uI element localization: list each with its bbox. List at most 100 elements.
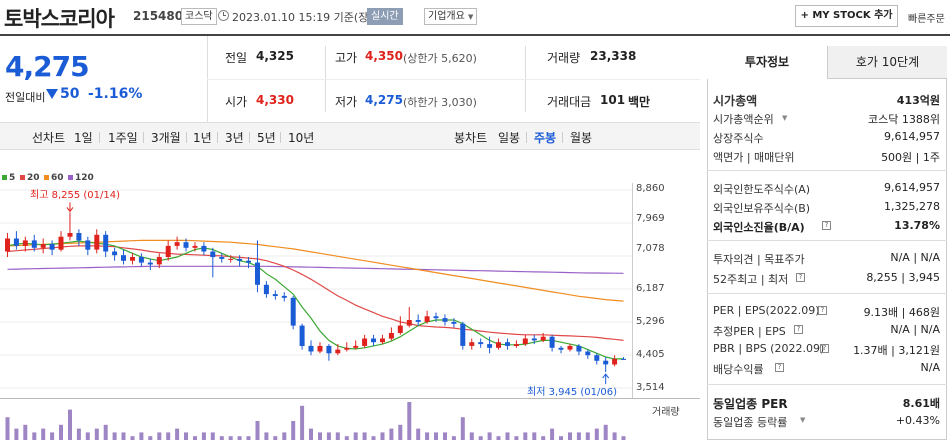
cap-rank-value: 코스닥 1388위 — [868, 113, 940, 126]
volume-bar — [121, 432, 126, 440]
help-icon[interactable]: ? — [818, 306, 827, 315]
candle-body — [94, 234, 100, 250]
candle-body — [469, 342, 475, 346]
candle-body — [317, 345, 323, 352]
candle-body — [219, 257, 225, 259]
y-tick-label: 7,078 — [636, 243, 665, 254]
candle-body — [156, 257, 162, 265]
candle-weekly[interactable]: 주봉 — [534, 131, 557, 145]
ma5-legend-swatch — [2, 175, 7, 180]
candle-body — [335, 349, 341, 354]
y-tick-label: 6,187 — [636, 283, 665, 294]
period-1w[interactable]: 1주일 — [108, 131, 138, 145]
period-5y[interactable]: 5년 — [257, 131, 276, 145]
period-3m[interactable]: 3개월 — [151, 131, 181, 145]
chart-toolbar — [0, 122, 700, 150]
volume-bar — [219, 436, 224, 440]
volume-bar — [184, 432, 188, 440]
current-price: 4,275 — [5, 50, 90, 83]
volume-bar — [228, 436, 233, 440]
candle-body — [326, 345, 332, 354]
chevron-down-icon: ▼ — [800, 416, 806, 424]
change-percent: -1.16% — [88, 86, 143, 102]
volume-bar — [148, 436, 153, 440]
period-1d[interactable]: 1일 — [74, 131, 93, 145]
volume-bar — [193, 436, 197, 440]
help-icon[interactable]: ? — [822, 221, 831, 230]
candle-body — [371, 338, 376, 343]
candle-body — [58, 236, 64, 250]
foreign-ratio-value: 13.78% — [894, 219, 940, 232]
help-icon[interactable]: ? — [796, 273, 805, 282]
volume-bar — [559, 436, 563, 440]
est-per-label: 추정PER | EPS — [713, 325, 786, 338]
candle-body — [130, 257, 135, 261]
ma60-legend-label: 60 — [51, 173, 64, 183]
candle-body — [246, 260, 251, 263]
toolbar-separator — [186, 132, 187, 143]
add-mystock-button[interactable]: + MY STOCK 추가 — [795, 5, 898, 27]
candle-body — [612, 358, 618, 365]
candle-monthly[interactable]: 월봉 — [570, 131, 593, 145]
open-label: 시가 — [225, 95, 248, 109]
candle-body — [460, 323, 466, 346]
panel-divider — [707, 293, 947, 294]
period-10y[interactable]: 10년 — [288, 131, 315, 145]
candle-body — [513, 344, 519, 346]
candle-daily[interactable]: 일봉 — [498, 131, 521, 145]
period-3y[interactable]: 3년 — [225, 131, 244, 145]
change-label: 전일대비 — [5, 91, 46, 104]
industry-per-label: 동일업종 PER — [713, 397, 788, 411]
volume-label: 거래량 — [547, 51, 581, 65]
down-arrow-icon — [46, 89, 58, 99]
volume-bar — [5, 417, 10, 440]
tab-order-book[interactable]: 호가 10단계 — [827, 46, 947, 79]
candle-body — [237, 258, 243, 261]
candle-body — [442, 318, 448, 322]
help-icon[interactable]: ? — [820, 344, 829, 353]
candle-body — [415, 320, 421, 322]
industry-rate-label: 동일업종 등락률 — [713, 416, 788, 429]
amount-label: 거래대금 — [547, 95, 592, 109]
volume-bar — [353, 432, 358, 440]
volume-bar — [550, 428, 555, 440]
volume-bar — [523, 432, 528, 440]
shares-value: 9,614,957 — [884, 130, 940, 143]
price-chart[interactable] — [0, 183, 640, 440]
volume-bar — [407, 402, 412, 440]
opinion-value: N/A | N/A — [890, 251, 940, 264]
toolbar-separator — [562, 132, 563, 143]
candle-body — [380, 338, 385, 343]
help-icon[interactable]: ? — [794, 325, 803, 334]
candle-body — [201, 245, 207, 252]
volume-bar — [469, 432, 474, 440]
company-overview-label: 기업개요 — [428, 11, 465, 22]
candle-body — [424, 316, 430, 322]
volume-bar — [514, 436, 519, 440]
candle-body — [531, 338, 537, 341]
period-1y[interactable]: 1년 — [193, 131, 212, 145]
volume-bar — [166, 432, 171, 440]
chevron-down-icon: ▼ — [782, 114, 788, 122]
market-tag: 코스닥 — [181, 8, 217, 25]
foreign-hold-value: 1,325,278 — [884, 200, 940, 213]
ma20-line — [7, 245, 624, 341]
candle-body — [138, 257, 144, 263]
volume-bar — [130, 436, 135, 440]
help-icon[interactable]: ? — [775, 363, 784, 372]
candle-body — [121, 255, 126, 261]
quick-order-link[interactable]: 빠른주문 — [908, 14, 945, 25]
realtime-badge[interactable]: 실시간 — [367, 8, 403, 25]
candle-body — [255, 262, 260, 285]
toolbar-separator — [99, 132, 100, 143]
candle-body — [558, 347, 564, 350]
volume-bar — [157, 432, 162, 440]
candle-body — [49, 244, 55, 250]
candle-body — [290, 297, 296, 326]
tab-investment-info[interactable]: 투자정보 — [707, 46, 827, 79]
company-overview-button[interactable]: 기업개요 ▼ — [424, 8, 478, 25]
candle-chart-label: 봉차트 — [454, 131, 488, 145]
candle-body — [281, 295, 287, 298]
volume-bar — [621, 436, 626, 440]
ma20-legend-label: 20 — [27, 173, 40, 183]
